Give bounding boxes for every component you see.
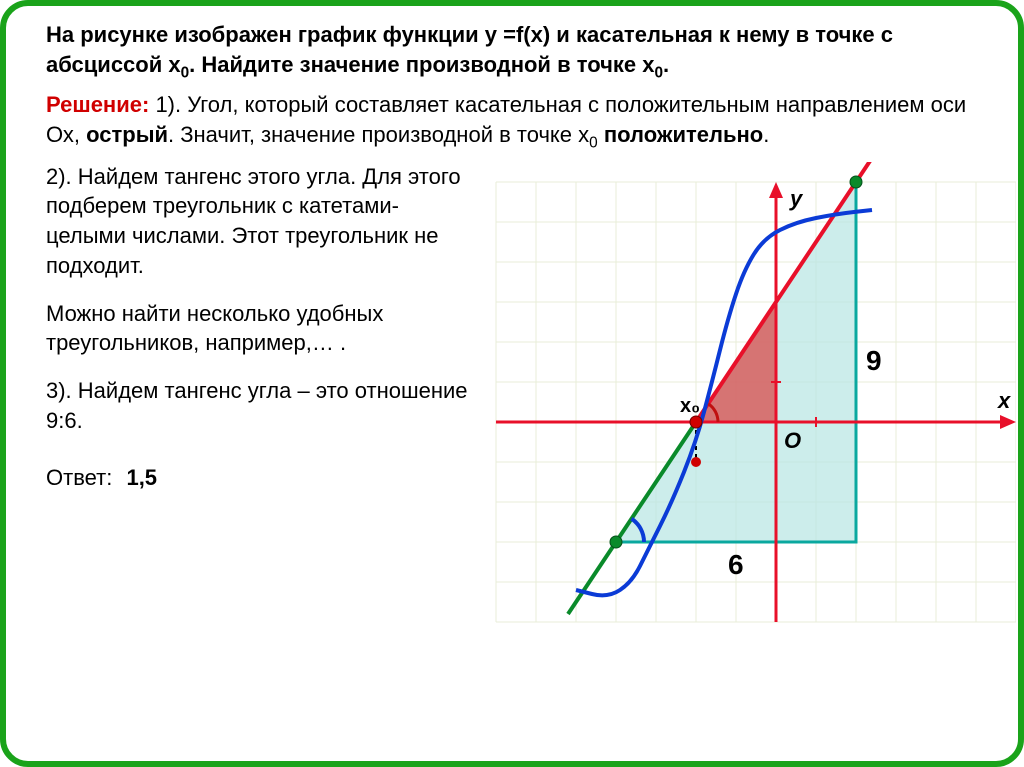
chart-svg: y x Оx₀ 9 6	[476, 162, 1016, 642]
slide-frame: На рисунке изображен график функции y =f…	[0, 0, 1024, 767]
chart-area: yxОx₀96	[476, 162, 988, 642]
svg-text:x: x	[997, 388, 1011, 413]
step-2b: Можно найти несколько удобных треугольни…	[46, 299, 476, 358]
step-3: 3). Найдем тангенс угла – это отношение …	[46, 376, 476, 435]
svg-text:9: 9	[866, 345, 882, 376]
step-1: Решение: 1). Угол, который составляет ка…	[46, 90, 988, 154]
svg-text:x₀: x₀	[680, 395, 700, 417]
content: На рисунке изображен график функции y =f…	[6, 6, 1018, 652]
answer-value: 1,5	[126, 465, 157, 490]
svg-text:y: y	[789, 186, 804, 211]
step-1-text: 1). Угол, который составляет касательная…	[46, 92, 966, 147]
step-2a: 2). Найдем тангенс этого угла. Для этого…	[46, 162, 476, 281]
svg-text:6: 6	[728, 549, 744, 580]
left-column: 2). Найдем тангенс этого угла. Для этого…	[46, 162, 476, 642]
solution-label: Решение:	[46, 92, 149, 117]
answer-row: Ответ: 1,5	[46, 465, 476, 491]
svg-text:О: О	[784, 428, 801, 453]
problem-title: На рисунке изображен график функции y =f…	[46, 20, 988, 84]
answer-label: Ответ:	[46, 465, 112, 490]
